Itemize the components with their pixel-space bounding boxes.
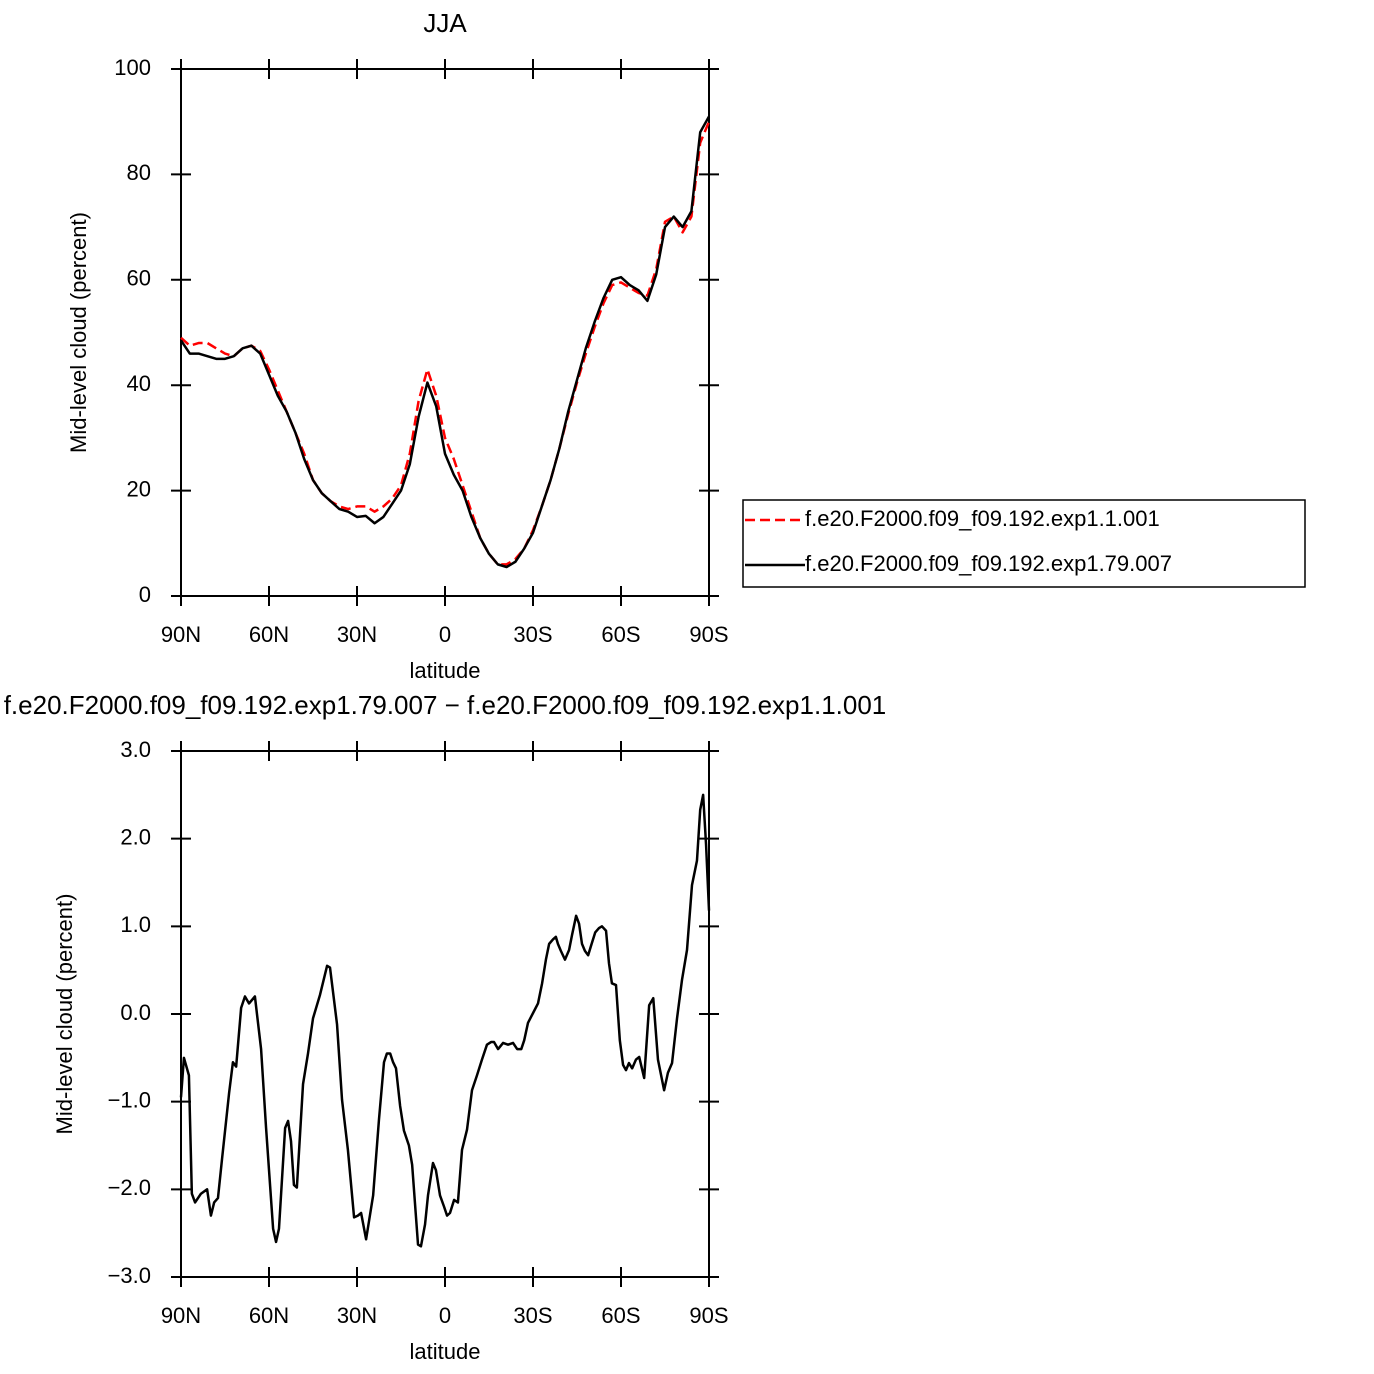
y-tick-label: 80	[127, 160, 151, 185]
x-tick-label: 30S	[513, 622, 552, 647]
y-tick-label: 20	[127, 476, 151, 501]
data-line	[179, 115, 711, 569]
y-tick-label: 3.0	[120, 737, 151, 762]
x-tick-label: 0	[439, 622, 451, 647]
y-tick-label: −2.0	[108, 1175, 151, 1200]
y-tick-label: 2.0	[120, 824, 151, 849]
y-tick-label: 100	[114, 55, 151, 80]
y-tick-label: 40	[127, 371, 151, 396]
x-tick-label: 60N	[249, 622, 289, 647]
x-tick-label: 30S	[513, 1303, 552, 1328]
x-tick-label: 90N	[161, 622, 201, 647]
plot-frame	[180, 750, 710, 1278]
y-axis-label: Mid-level cloud (percent)	[66, 212, 91, 453]
x-tick-label: 90S	[689, 1303, 728, 1328]
x-axis-label: latitude	[410, 658, 481, 683]
chart-title: f.e20.F2000.f09_f09.192.exp1.79.007 − f.…	[4, 690, 887, 720]
chart-title: JJA	[423, 8, 467, 38]
y-tick-label: −3.0	[108, 1263, 151, 1288]
legend-box	[742, 499, 1306, 588]
y-tick-label: 0.0	[120, 1000, 151, 1025]
x-tick-label: 90N	[161, 1303, 201, 1328]
x-axis-label: latitude	[410, 1339, 481, 1364]
plot-frame	[180, 68, 710, 597]
x-tick-label: 0	[439, 1303, 451, 1328]
legend-label: f.e20.F2000.f09_f09.192.exp1.1.001	[805, 506, 1160, 531]
y-tick-label: 60	[127, 266, 151, 291]
x-tick-label: 90S	[689, 622, 728, 647]
x-tick-label: 30N	[337, 622, 377, 647]
data-line	[180, 121, 711, 566]
x-tick-label: 30N	[337, 1303, 377, 1328]
y-axis-label: Mid-level cloud (percent)	[52, 894, 77, 1135]
y-tick-label: −1.0	[108, 1087, 151, 1112]
x-tick-label: 60S	[601, 1303, 640, 1328]
y-tick-label: 0	[139, 582, 151, 607]
x-tick-label: 60S	[601, 622, 640, 647]
y-tick-label: 1.0	[120, 912, 151, 937]
legend-label: f.e20.F2000.f09_f09.192.exp1.79.007	[805, 551, 1172, 576]
data-line	[179, 793, 711, 1248]
x-tick-label: 60N	[249, 1303, 289, 1328]
